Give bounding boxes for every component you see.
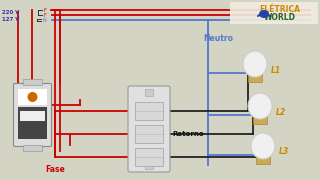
FancyBboxPatch shape (128, 86, 170, 172)
Text: Fase: Fase (45, 165, 65, 174)
Bar (135, 125, 163, 143)
Text: F: F (43, 12, 46, 17)
Text: 127 V: 127 V (2, 17, 20, 21)
Ellipse shape (243, 51, 267, 77)
Text: L1: L1 (271, 66, 281, 75)
Bar (145, 89, 153, 96)
Bar (135, 102, 163, 120)
Bar (18, 107, 47, 139)
Text: Retorno: Retorno (172, 131, 204, 137)
Ellipse shape (259, 10, 269, 18)
Text: WORLD: WORLD (264, 12, 296, 21)
Text: Neutro: Neutro (203, 33, 233, 42)
Ellipse shape (248, 93, 272, 119)
Bar (23, 145, 42, 151)
Text: N: N (42, 17, 46, 22)
Bar (135, 148, 163, 166)
Text: F: F (43, 8, 46, 12)
Text: 220 V: 220 V (2, 10, 20, 15)
Bar (253, 115, 267, 124)
Bar (23, 79, 42, 85)
Text: L3: L3 (279, 147, 289, 156)
FancyBboxPatch shape (13, 84, 52, 147)
Bar (248, 73, 262, 82)
Bar (230, 2, 318, 24)
Circle shape (28, 92, 37, 102)
Bar (145, 162, 153, 169)
Text: ELÉTRICA: ELÉTRICA (260, 4, 300, 14)
Bar (20, 111, 45, 121)
Ellipse shape (251, 133, 275, 159)
Bar (256, 155, 270, 164)
Text: L2: L2 (276, 107, 286, 116)
Bar (18, 89, 47, 105)
